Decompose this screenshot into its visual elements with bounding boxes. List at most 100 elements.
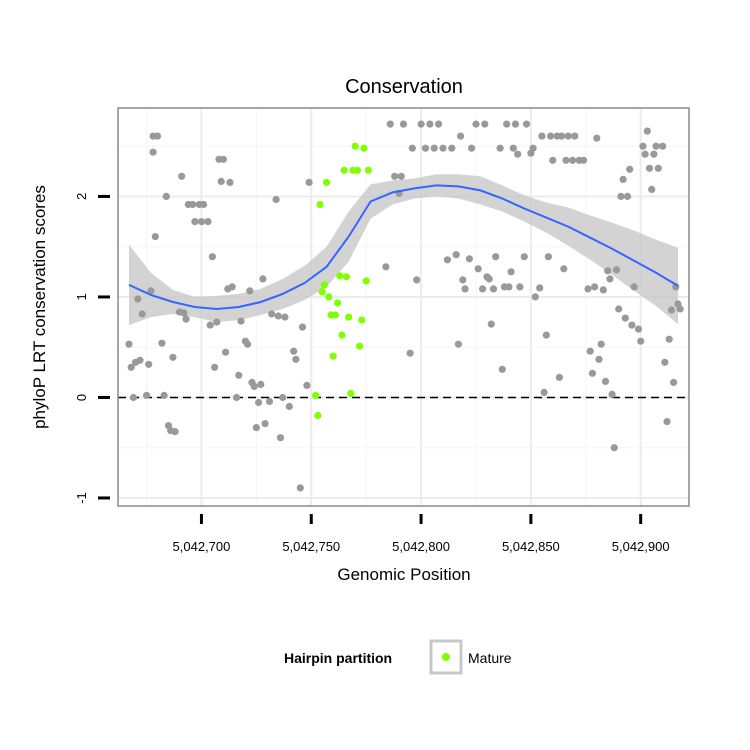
data-point <box>529 144 537 152</box>
data-point <box>619 175 627 183</box>
data-point <box>586 347 594 355</box>
data-point <box>555 373 564 381</box>
data-point <box>489 285 498 293</box>
data-point <box>599 286 607 294</box>
x-tick-label: 5,042,800 <box>392 539 450 554</box>
y-tick-label: 2 <box>74 193 89 200</box>
data-point-mature <box>338 331 346 339</box>
data-point <box>255 398 263 407</box>
data-point <box>538 132 546 140</box>
x-tick-label: 5,042,700 <box>173 539 231 554</box>
data-point <box>461 285 469 293</box>
y-tick-label: 1 <box>74 293 89 300</box>
data-point-mature <box>362 277 370 285</box>
data-point <box>601 377 610 385</box>
data-point-mature <box>323 178 331 186</box>
data-point <box>397 172 405 180</box>
data-point <box>454 340 462 348</box>
x-tick-label: 5,042,750 <box>282 539 340 554</box>
data-point <box>639 142 647 150</box>
data-point <box>134 295 142 303</box>
data-point <box>628 321 636 329</box>
data-point <box>612 266 621 274</box>
data-point <box>457 132 465 140</box>
data-point <box>386 120 394 128</box>
data-point-mature <box>356 342 364 350</box>
data-point <box>435 120 443 128</box>
data-point-mature <box>364 166 372 174</box>
data-point <box>485 275 493 283</box>
data-point-mature <box>347 389 355 397</box>
data-point <box>406 349 414 357</box>
data-point <box>189 200 197 209</box>
data-point <box>171 428 179 436</box>
data-point <box>498 365 506 373</box>
confidence-ribbon <box>129 174 678 326</box>
data-point <box>606 275 614 283</box>
data-point <box>650 150 658 158</box>
data-point <box>391 172 399 180</box>
data-point <box>265 397 274 406</box>
data-point <box>617 192 625 200</box>
data-point-mature <box>312 391 320 399</box>
data-point <box>182 315 190 323</box>
data-point-mature <box>358 316 366 324</box>
data-point <box>544 253 553 261</box>
data-point <box>252 424 260 432</box>
data-point <box>408 144 416 152</box>
chart-title: Conservation <box>345 76 463 98</box>
data-point <box>136 356 144 364</box>
data-point <box>593 134 601 142</box>
data-point <box>516 283 524 291</box>
data-point <box>588 369 597 377</box>
data-point <box>413 276 421 284</box>
x-tick-label: 5,042,900 <box>612 539 670 554</box>
data-point <box>509 144 517 152</box>
data-point <box>213 318 221 326</box>
data-point-mature <box>316 200 324 209</box>
data-point <box>169 353 177 361</box>
data-point <box>430 144 438 152</box>
data-point <box>211 363 219 371</box>
data-point <box>637 337 645 345</box>
data-point <box>153 132 162 140</box>
data-point <box>158 339 166 347</box>
data-point <box>145 360 153 368</box>
data-point <box>474 265 482 273</box>
data-point <box>560 265 568 273</box>
data-point <box>676 305 684 313</box>
data-point <box>281 313 289 321</box>
data-point <box>305 178 313 186</box>
data-point <box>246 287 254 295</box>
data-point <box>615 305 623 313</box>
data-point <box>233 393 241 402</box>
data-point <box>670 378 678 386</box>
data-point-mature <box>360 144 368 152</box>
data-point <box>562 156 570 164</box>
data-point <box>298 323 307 331</box>
data-point <box>426 120 434 128</box>
data-points <box>125 120 684 492</box>
data-point <box>626 165 634 173</box>
data-point <box>268 310 276 318</box>
data-point <box>654 164 662 172</box>
data-point <box>531 293 539 301</box>
data-point <box>149 148 157 156</box>
data-point <box>204 218 212 226</box>
data-point <box>623 192 632 200</box>
legend-label-mature: Mature <box>468 650 512 666</box>
data-point <box>665 335 673 343</box>
smooth-trend-line <box>128 184 679 311</box>
data-point <box>448 144 456 152</box>
data-point <box>292 355 300 363</box>
data-point <box>643 127 651 135</box>
data-point <box>571 132 579 140</box>
data-point <box>235 371 243 379</box>
data-point <box>661 358 669 366</box>
data-point <box>303 381 311 389</box>
data-point <box>558 132 566 140</box>
data-point-mature <box>353 166 361 174</box>
data-point-mature <box>318 288 326 296</box>
data-point <box>468 144 476 152</box>
data-point <box>645 164 654 172</box>
